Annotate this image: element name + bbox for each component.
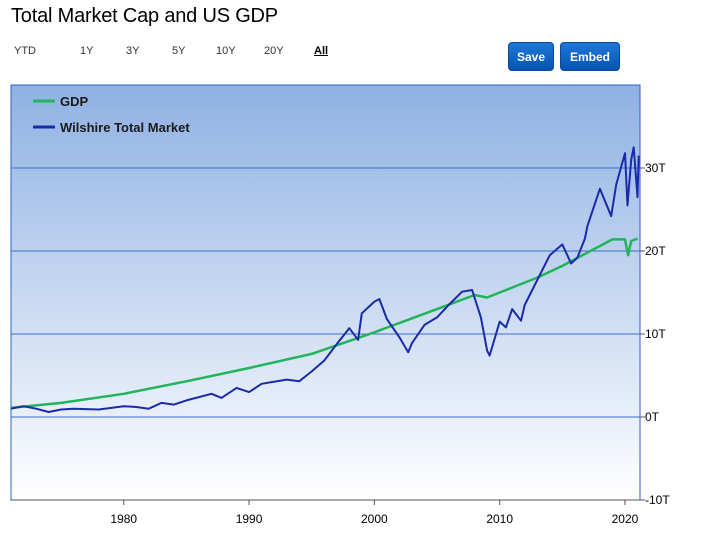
legend-label: GDP — [60, 94, 89, 109]
x-tick-label: 1980 — [110, 512, 137, 526]
range-5y-button[interactable]: 5Y — [172, 45, 186, 57]
y-tick-label: 20T — [645, 244, 666, 258]
x-tick-label: 2010 — [486, 512, 513, 526]
gdp-line — [10, 237, 638, 410]
y-tick-label: 0T — [645, 410, 660, 424]
y-tick-label: 10T — [645, 327, 666, 341]
range-all-button[interactable]: All — [314, 45, 329, 57]
legend-label: Wilshire Total Market — [60, 120, 190, 135]
range-1y-button[interactable]: 1Y — [80, 45, 94, 57]
wilshire-total-market-line — [10, 146, 640, 413]
y-tick-label: 30T — [645, 161, 666, 175]
y-tick-label: -10T — [645, 493, 670, 507]
x-tick-label: 2000 — [361, 512, 388, 526]
embed-button[interactable]: Embed — [560, 42, 620, 71]
range-20y-button[interactable]: 20Y — [264, 45, 284, 57]
x-tick-label: 2020 — [612, 512, 639, 526]
range-10y-button[interactable]: 10Y — [216, 45, 236, 57]
save-button[interactable]: Save — [508, 42, 554, 71]
x-tick-label: 1990 — [236, 512, 263, 526]
range-ytd-button[interactable]: YTD — [14, 45, 36, 57]
range-3y-button[interactable]: 3Y — [126, 45, 140, 57]
page-title: Total Market Cap and US GDP — [11, 5, 278, 27]
plot-area — [10, 84, 641, 501]
